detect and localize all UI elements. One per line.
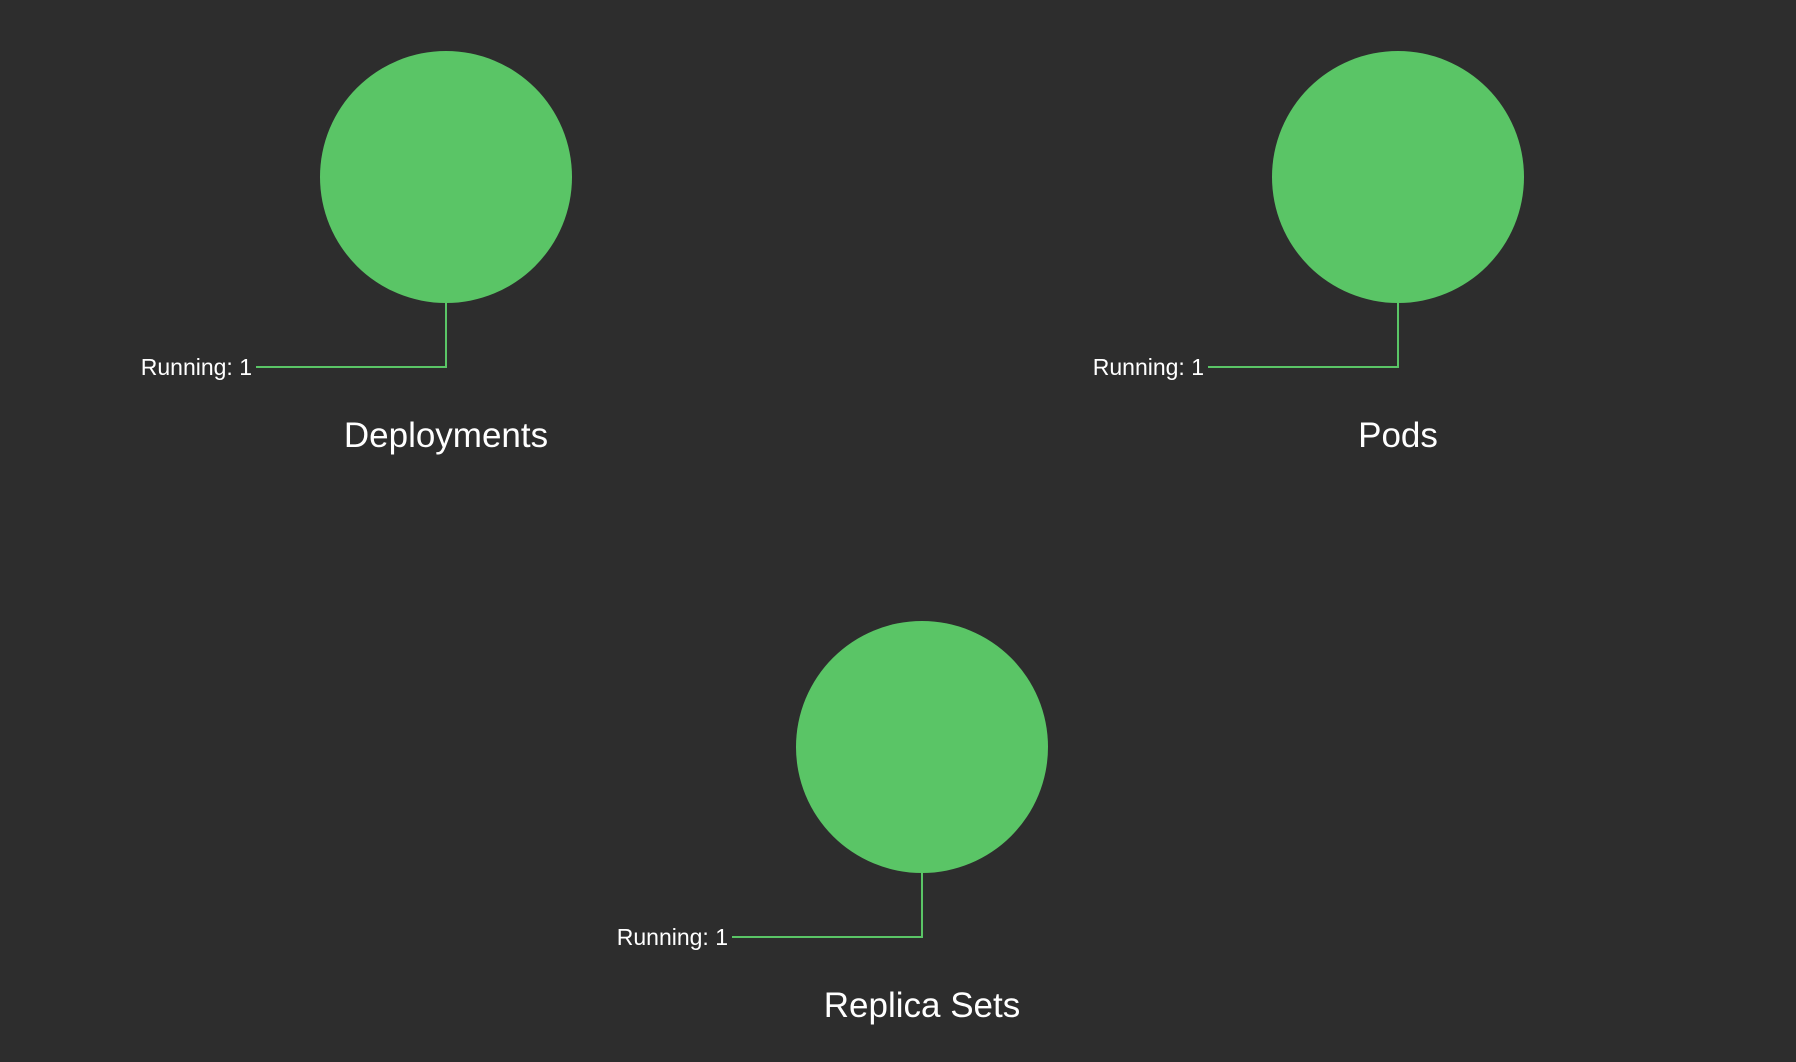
deployments-running-leader-line: [256, 303, 447, 368]
pods-running-leader-line: [1208, 303, 1399, 368]
deployments-status-chart: Running: 1 Deployments: [141, 51, 572, 455]
deployments-running-slice[interactable]: [320, 51, 572, 303]
replica-sets-running-label: Running: 1: [617, 924, 728, 950]
replica-sets-running-leader-line: [732, 873, 923, 938]
replica-sets-running-slice[interactable]: [796, 621, 1048, 873]
deployments-chart-title: Deployments: [344, 416, 548, 455]
pods-running-label: Running: 1: [1093, 354, 1204, 380]
replica-sets-chart-title: Replica Sets: [824, 986, 1020, 1025]
deployments-running-label: Running: 1: [141, 354, 252, 380]
pods-chart-title: Pods: [1358, 416, 1438, 455]
pods-status-chart: Running: 1 Pods: [1093, 51, 1524, 455]
pods-running-slice[interactable]: [1272, 51, 1524, 303]
replica-sets-status-chart: Running: 1 Replica Sets: [617, 621, 1048, 1025]
